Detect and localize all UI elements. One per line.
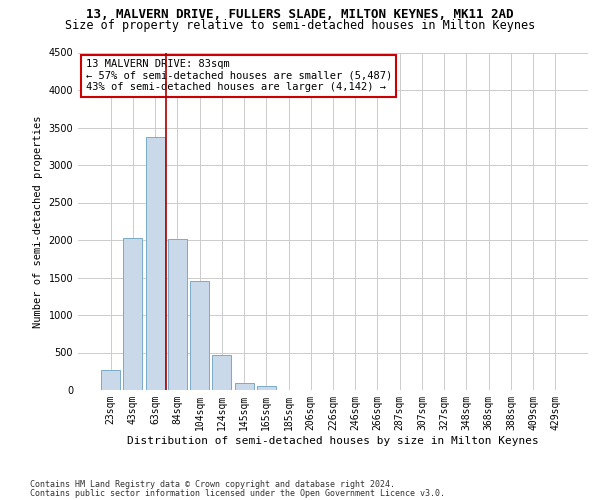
Y-axis label: Number of semi-detached properties: Number of semi-detached properties [33, 115, 43, 328]
Text: Size of property relative to semi-detached houses in Milton Keynes: Size of property relative to semi-detach… [65, 19, 535, 32]
Text: 13, MALVERN DRIVE, FULLERS SLADE, MILTON KEYNES, MK11 2AD: 13, MALVERN DRIVE, FULLERS SLADE, MILTON… [86, 8, 514, 20]
Text: 13 MALVERN DRIVE: 83sqm
← 57% of semi-detached houses are smaller (5,487)
43% of: 13 MALVERN DRIVE: 83sqm ← 57% of semi-de… [86, 59, 392, 92]
Bar [190, 281, 209, 390]
Bar [257, 386, 276, 390]
Text: Contains public sector information licensed under the Open Government Licence v3: Contains public sector information licen… [30, 488, 445, 498]
Bar [146, 136, 164, 390]
Text: Contains HM Land Registry data © Crown copyright and database right 2024.: Contains HM Land Registry data © Crown c… [30, 480, 395, 489]
Bar [124, 238, 142, 390]
Bar [101, 370, 120, 390]
Bar [235, 382, 254, 390]
Bar [212, 355, 231, 390]
X-axis label: Distribution of semi-detached houses by size in Milton Keynes: Distribution of semi-detached houses by … [127, 436, 539, 446]
Bar [168, 240, 187, 390]
